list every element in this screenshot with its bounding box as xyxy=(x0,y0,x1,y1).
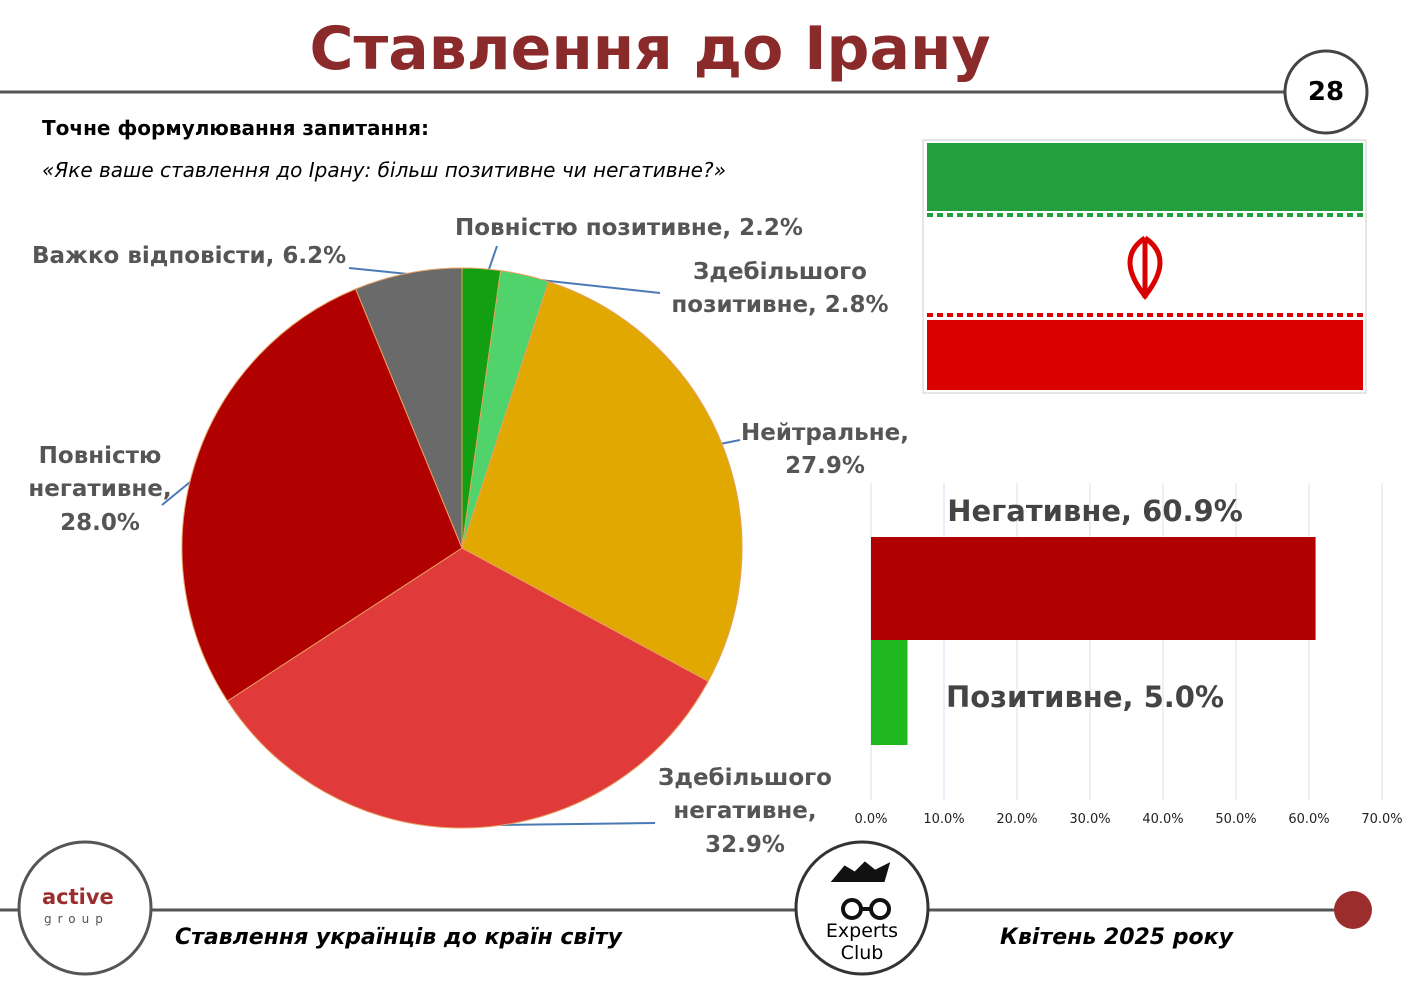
title: Ставлення до Ірану xyxy=(309,14,991,84)
slice-label: Повністю негативне, 28.0% xyxy=(28,443,172,536)
footer-dot xyxy=(1334,891,1372,929)
bar xyxy=(871,537,1316,640)
slice-label: Здебільшого негативне, 32.9% xyxy=(658,765,832,858)
pie-slice xyxy=(181,288,463,702)
x-tick-label: 50.0% xyxy=(1215,812,1256,827)
flag xyxy=(922,139,1367,394)
footer-subject: Ставлення українців до країн світу xyxy=(175,925,622,950)
x-tick-label: 10.0% xyxy=(923,812,964,827)
question: «Яке ваше ставлення до Ірану: більш пози… xyxy=(42,158,726,182)
left-logo-word: group xyxy=(44,912,109,926)
center-logo-word: Club xyxy=(840,942,884,964)
x-tick-label: 60.0% xyxy=(1288,812,1329,827)
slice-label: Здебільшого позитивне, 2.8% xyxy=(671,259,889,319)
page-number: 28 xyxy=(1307,77,1345,107)
slice-label: Повністю позитивне, 2.2% xyxy=(455,215,803,241)
bar xyxy=(871,640,908,745)
left-logo-circle xyxy=(17,840,153,976)
center-logo-word: Experts xyxy=(825,920,899,942)
slice-label: Важко відповісти, 6.2% xyxy=(32,243,347,269)
x-tick-label: 20.0% xyxy=(996,812,1037,827)
glasses xyxy=(830,861,891,920)
pie-slice xyxy=(355,267,463,549)
pie-slice xyxy=(461,281,743,683)
slice-label: Нейтральне, 27.9% xyxy=(741,420,909,480)
pie-slice xyxy=(226,547,709,829)
bar-label: Позитивне, 5.0% xyxy=(945,680,1225,714)
x-tick-label: 30.0% xyxy=(1069,812,1110,827)
question-label: Точне формулювання запитання: xyxy=(42,116,429,140)
bar-label: Негативне, 60.9% xyxy=(947,494,1243,528)
x-tick-label: 0.0% xyxy=(854,812,887,827)
left-logo-word: active xyxy=(42,885,114,909)
footer-date: Квітень 2025 року xyxy=(1000,925,1233,950)
x-tick-label: 70.0% xyxy=(1361,812,1402,827)
x-tick-label: 40.0% xyxy=(1142,812,1183,827)
page-circle xyxy=(1283,49,1369,135)
